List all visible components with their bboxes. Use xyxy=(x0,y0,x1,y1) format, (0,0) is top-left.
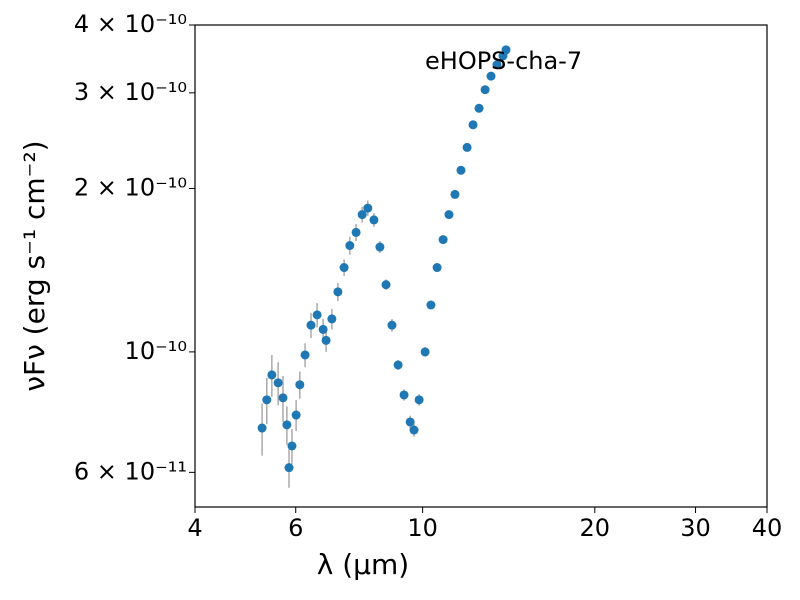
data-point xyxy=(306,320,316,330)
data-point xyxy=(438,235,448,245)
y-tick-label: 3 × 10⁻¹⁰ xyxy=(74,78,187,106)
data-point xyxy=(321,335,331,345)
y-tick-label: 4 × 10⁻¹⁰ xyxy=(74,10,187,38)
y-tick-label: 6 × 10⁻¹¹ xyxy=(74,457,187,485)
data-point xyxy=(357,210,367,220)
data-point xyxy=(284,463,294,473)
x-axis-label: λ (μm) xyxy=(317,548,409,581)
data-point xyxy=(327,314,337,324)
data-point xyxy=(363,203,373,213)
data-point xyxy=(393,360,403,370)
y-tick-label: 2 × 10⁻¹⁰ xyxy=(74,173,187,201)
data-point xyxy=(405,417,415,427)
data-point xyxy=(333,287,343,297)
data-point xyxy=(345,241,355,251)
data-point xyxy=(339,263,349,273)
data-point xyxy=(432,263,442,273)
data-point xyxy=(399,390,409,400)
data-point xyxy=(257,423,267,433)
plot-marks xyxy=(257,45,511,488)
data-point xyxy=(312,310,322,320)
data-point xyxy=(300,350,310,360)
data-point xyxy=(278,393,288,403)
data-point xyxy=(492,60,502,70)
y-tick-label: 10⁻¹⁰ xyxy=(125,337,187,365)
data-point xyxy=(318,324,328,334)
x-tick-label: 40 xyxy=(752,514,783,542)
data-point xyxy=(426,300,436,310)
x-tick-label: 30 xyxy=(680,514,711,542)
data-point xyxy=(444,210,454,220)
data-point xyxy=(282,420,292,430)
plot-frame xyxy=(194,24,768,508)
data-point xyxy=(369,215,379,225)
data-point xyxy=(287,441,297,451)
data-point xyxy=(381,280,391,290)
y-axis-label: νFν (erg s⁻¹ cm⁻²) xyxy=(18,140,51,391)
data-point xyxy=(273,378,283,388)
data-point xyxy=(456,165,466,175)
data-point xyxy=(468,120,478,130)
data-point xyxy=(262,395,272,405)
data-point xyxy=(295,380,305,390)
annotation: eHOPS-cha-7 xyxy=(425,47,582,75)
data-point xyxy=(351,227,361,237)
x-tick-label: 4 xyxy=(187,514,202,542)
data-point xyxy=(486,71,496,81)
data-point xyxy=(409,425,419,435)
data-point xyxy=(474,103,484,113)
data-point xyxy=(387,320,397,330)
x-tick-label: 6 xyxy=(288,514,303,542)
data-point xyxy=(414,395,424,405)
data-point xyxy=(375,242,385,252)
data-point xyxy=(291,410,301,420)
x-tick-label: 20 xyxy=(580,514,611,542)
data-point xyxy=(420,347,430,357)
data-point xyxy=(450,189,460,199)
data-point xyxy=(480,85,490,95)
x-tick-label: 10 xyxy=(407,514,438,542)
data-point xyxy=(501,45,511,55)
data-point xyxy=(462,142,472,152)
data-point xyxy=(267,370,277,380)
